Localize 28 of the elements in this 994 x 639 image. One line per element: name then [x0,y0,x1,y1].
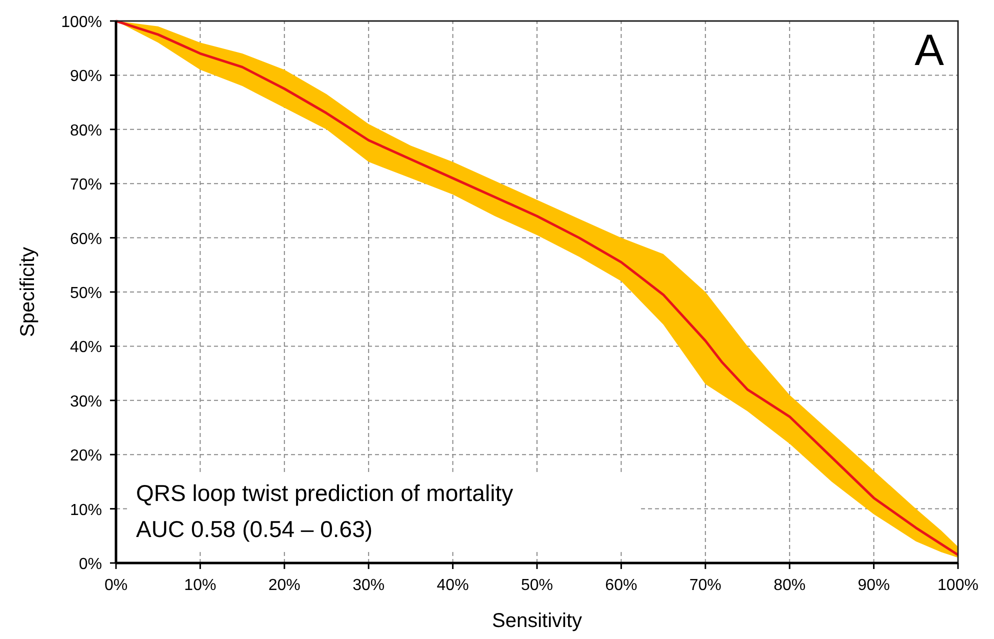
y-axis-title: Specificity [17,246,39,338]
y-tick-label: 0% [78,556,102,573]
y-tick-label: 100% [61,14,102,31]
y-tick-label: 30% [70,393,102,410]
text-box: QRS loop twist prediction of mortality AUC 0.58 (0.54 – 0.63) [128,473,638,551]
x-tick-label: 100% [938,577,978,594]
y-tick-label: 40% [70,339,102,356]
x-tick-label: 10% [184,577,216,594]
y-tick-label: 20% [70,448,102,465]
x-tick-label: 20% [268,577,300,594]
annotation: A [914,26,945,75]
x-tick-label: 40% [436,577,469,594]
x-tick-label: 50% [520,577,554,594]
y-tick-label: 70% [70,176,102,194]
x-tick-label: 30% [352,577,385,594]
x-tick-label: 60% [605,577,638,594]
y-tick-label: 50% [70,285,102,302]
y-tick-label: 10% [70,502,102,519]
x-tick-label: 70% [689,577,722,594]
x-tick-label: 0% [104,577,128,594]
x-tick-label: 90% [858,577,890,594]
y-tick-label: 90% [70,68,102,86]
x-axis-title: Sensitivity [492,610,582,632]
y-tick-label: 60% [70,230,102,248]
y-tick-label: 80% [70,122,102,140]
annotation: AUC 0.58 (0.54 – 0.63) [136,516,373,542]
x-tick-label: 80% [774,577,806,594]
annotation: QRS loop twist prediction of mortality [136,480,514,506]
